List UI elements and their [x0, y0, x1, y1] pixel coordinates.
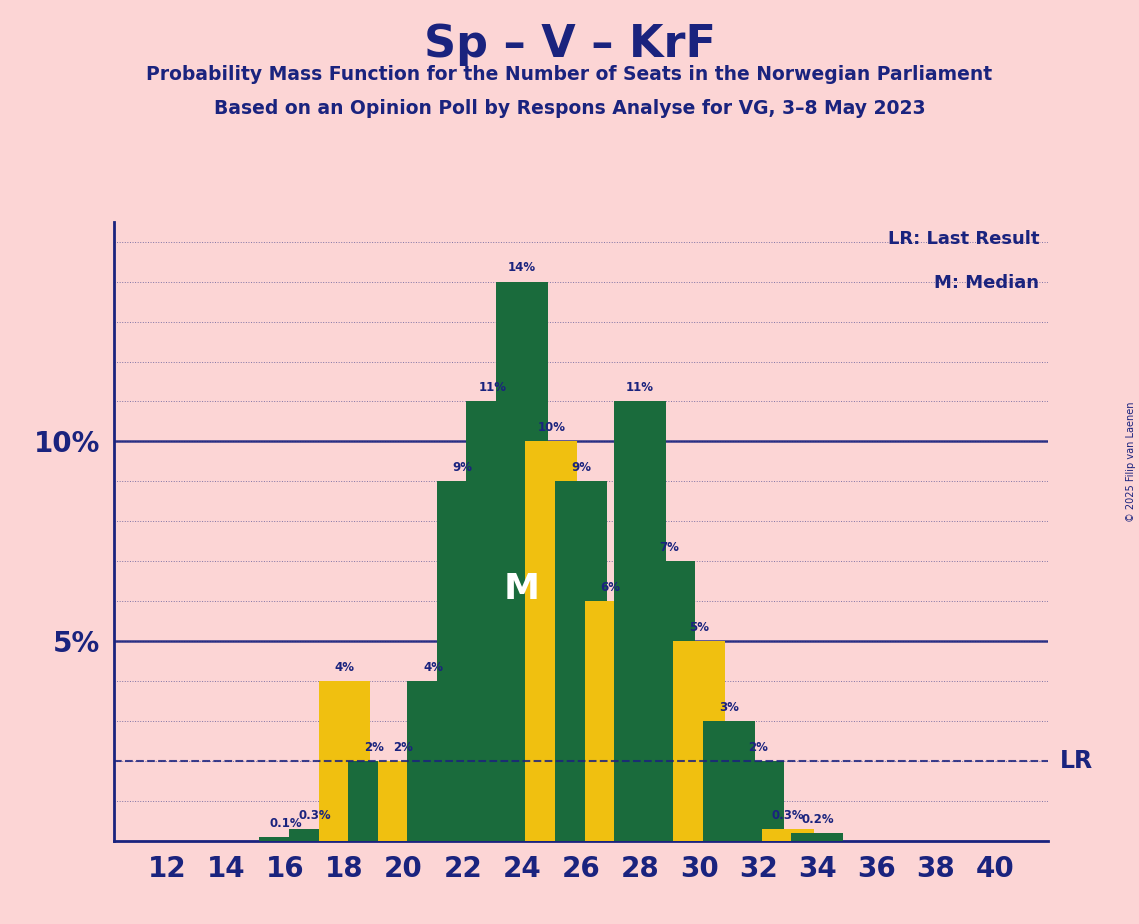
Text: LR: LR: [1059, 749, 1092, 773]
Bar: [408, 681, 459, 841]
Text: © 2025 Filip van Laenen: © 2025 Filip van Laenen: [1126, 402, 1136, 522]
Text: LR: Last Result: LR: Last Result: [887, 230, 1039, 248]
Text: 11%: 11%: [478, 382, 506, 395]
Bar: [792, 833, 843, 841]
Bar: [732, 761, 784, 841]
Bar: [644, 561, 696, 841]
Text: 0.3%: 0.3%: [771, 808, 804, 821]
Text: 9%: 9%: [452, 461, 473, 474]
Text: 2%: 2%: [394, 741, 413, 754]
Text: 14%: 14%: [508, 261, 535, 274]
Text: 4%: 4%: [423, 661, 443, 674]
Text: 2%: 2%: [364, 741, 384, 754]
Text: 10%: 10%: [538, 421, 565, 434]
Bar: [584, 602, 637, 841]
Bar: [260, 837, 311, 841]
Text: 0.3%: 0.3%: [298, 808, 331, 821]
Bar: [349, 761, 400, 841]
Text: M: Median: M: Median: [934, 274, 1039, 292]
Text: 5%: 5%: [689, 621, 710, 634]
Text: M: M: [503, 572, 540, 606]
Text: 0.1%: 0.1%: [269, 817, 302, 830]
Text: 3%: 3%: [719, 700, 738, 714]
Text: Based on an Opinion Poll by Respons Analyse for VG, 3–8 May 2023: Based on an Opinion Poll by Respons Anal…: [214, 99, 925, 118]
Text: 9%: 9%: [571, 461, 591, 474]
Bar: [378, 761, 429, 841]
Text: 11%: 11%: [626, 382, 654, 395]
Text: 2%: 2%: [748, 741, 768, 754]
Text: 0.2%: 0.2%: [801, 813, 834, 826]
Bar: [466, 402, 518, 841]
Bar: [762, 829, 813, 841]
Text: 6%: 6%: [600, 581, 621, 594]
Bar: [495, 282, 548, 841]
Bar: [614, 402, 666, 841]
Bar: [289, 829, 341, 841]
Text: 4%: 4%: [335, 661, 354, 674]
Text: Sp – V – KrF: Sp – V – KrF: [424, 23, 715, 67]
Text: 7%: 7%: [659, 541, 680, 554]
Bar: [555, 481, 607, 841]
Bar: [703, 721, 754, 841]
Bar: [436, 481, 489, 841]
Text: Probability Mass Function for the Number of Seats in the Norwegian Parliament: Probability Mass Function for the Number…: [147, 65, 992, 84]
Bar: [525, 442, 577, 841]
Bar: [319, 681, 370, 841]
Bar: [673, 641, 726, 841]
